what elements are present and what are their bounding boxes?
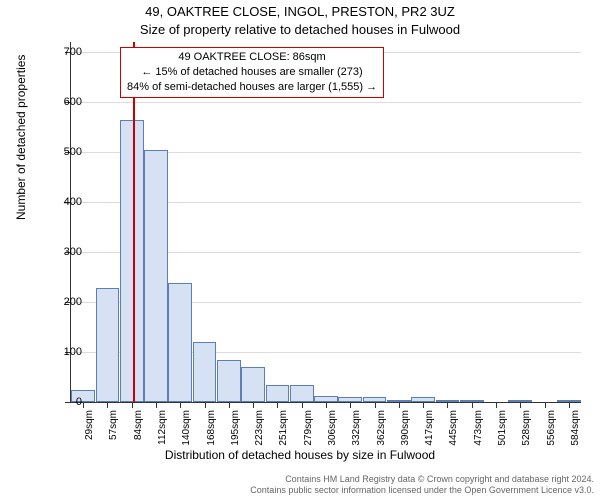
x-tick-label: 445sqm <box>448 410 459 450</box>
bar <box>96 288 120 402</box>
x-tick-label: 528sqm <box>521 410 532 450</box>
x-tick-label: 112sqm <box>157 410 168 450</box>
y-tick-label: 0 <box>42 396 82 408</box>
title-sub: Size of property relative to detached ho… <box>0 22 600 37</box>
x-tick-label: 332sqm <box>351 410 362 450</box>
x-tick-label: 306sqm <box>327 410 338 450</box>
x-tick-label: 223sqm <box>254 410 265 450</box>
bar <box>241 367 265 402</box>
x-tick-label: 584sqm <box>570 410 581 450</box>
x-tick <box>423 402 424 408</box>
x-tick <box>496 402 497 408</box>
x-tick-label: 473sqm <box>473 410 484 450</box>
footer-line2: Contains public sector information licen… <box>0 485 594 496</box>
x-tick <box>229 402 230 408</box>
y-tick-label: 400 <box>42 196 82 208</box>
x-tick-label: 556sqm <box>546 410 557 450</box>
x-tick-label: 362sqm <box>376 410 387 450</box>
x-tick-label: 501sqm <box>497 410 508 450</box>
footer-line1: Contains HM Land Registry data © Crown c… <box>0 474 594 485</box>
y-tick-label: 700 <box>42 46 82 58</box>
x-tick <box>132 402 133 408</box>
annotation-line2: ← 15% of detached houses are smaller (27… <box>127 65 377 80</box>
bar <box>168 283 192 402</box>
annotation-line1: 49 OAKTREE CLOSE: 86sqm <box>127 50 377 65</box>
x-tick <box>350 402 351 408</box>
y-axis-title: Number of detached properties <box>14 55 28 220</box>
x-tick <box>545 402 546 408</box>
title-main: 49, OAKTREE CLOSE, INGOL, PRESTON, PR2 3… <box>0 4 600 19</box>
y-tick-label: 600 <box>42 96 82 108</box>
footer-attribution: Contains HM Land Registry data © Crown c… <box>0 474 594 497</box>
x-tick <box>520 402 521 408</box>
bar <box>144 150 168 403</box>
x-tick-label: 29sqm <box>84 410 95 450</box>
x-tick <box>399 402 400 408</box>
chart-container: 49, OAKTREE CLOSE, INGOL, PRESTON, PR2 3… <box>0 0 600 500</box>
x-tick <box>205 402 206 408</box>
bar <box>120 120 144 403</box>
y-tick-label: 100 <box>42 346 82 358</box>
x-tick <box>83 402 84 408</box>
x-tick-label: 251sqm <box>278 410 289 450</box>
x-tick-label: 195sqm <box>230 410 241 450</box>
y-tick-label: 500 <box>42 146 82 158</box>
x-tick-label: 390sqm <box>400 410 411 450</box>
bar <box>290 385 314 403</box>
x-tick <box>447 402 448 408</box>
x-tick-label: 84sqm <box>133 410 144 450</box>
y-tick-label: 200 <box>42 296 82 308</box>
annotation-box: 49 OAKTREE CLOSE: 86sqm ← 15% of detache… <box>120 47 384 98</box>
x-tick-label: 417sqm <box>424 410 435 450</box>
x-tick <box>326 402 327 408</box>
y-tick-label: 300 <box>42 246 82 258</box>
x-axis-title: Distribution of detached houses by size … <box>0 448 600 462</box>
x-tick <box>180 402 181 408</box>
x-tick <box>277 402 278 408</box>
x-tick-label: 168sqm <box>206 410 217 450</box>
x-tick-label: 140sqm <box>181 410 192 450</box>
annotation-line3: 84% of semi-detached houses are larger (… <box>127 80 377 95</box>
x-tick <box>472 402 473 408</box>
x-tick <box>253 402 254 408</box>
x-tick-label: 57sqm <box>108 410 119 450</box>
gridline <box>71 102 581 103</box>
x-tick-label: 279sqm <box>303 410 314 450</box>
bar <box>217 360 241 403</box>
x-tick <box>107 402 108 408</box>
x-tick <box>302 402 303 408</box>
bar <box>266 385 290 403</box>
bar <box>193 342 217 402</box>
x-tick <box>569 402 570 408</box>
x-tick <box>375 402 376 408</box>
x-tick <box>156 402 157 408</box>
